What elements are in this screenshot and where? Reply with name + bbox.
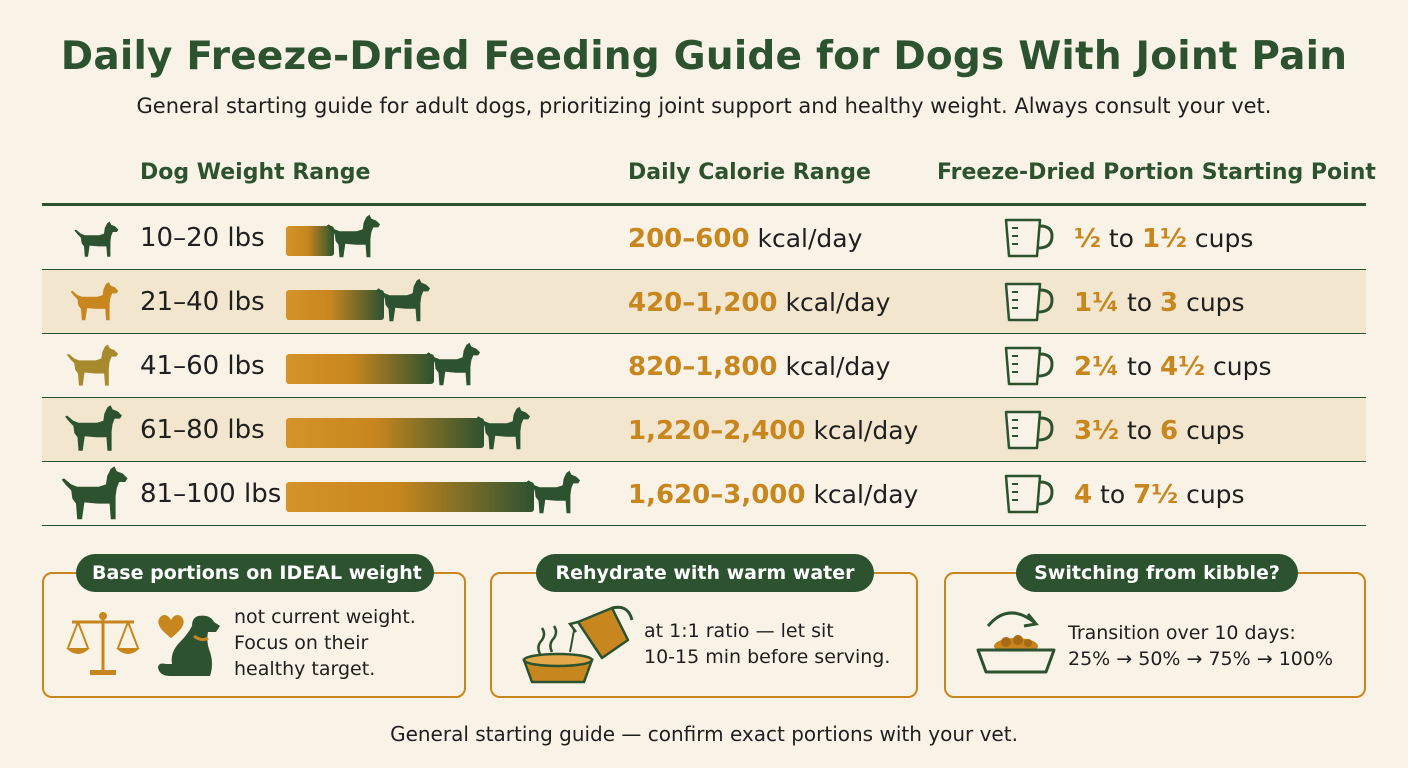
portion-high: 4½ (1160, 352, 1206, 382)
calorie-unit: kcal/day (757, 224, 863, 253)
portion-to: to (1100, 480, 1126, 509)
tip-text: Transition over 10 days: 25% → 50% → 75%… (1068, 620, 1333, 672)
tip-line: healthy target. (234, 658, 376, 680)
portion-high: 1½ (1141, 224, 1187, 254)
weight-bar (286, 418, 484, 448)
table-top-rule (42, 203, 1366, 206)
bar-dog-icon (424, 340, 482, 390)
column-header-weight: Dog Weight Range (140, 160, 371, 185)
calorie-range: 420–1,200 kcal/day (628, 288, 890, 318)
small-dog-icon (72, 220, 120, 260)
tip-line: at 1:1 ratio — let sit (644, 620, 834, 642)
portion-to: to (1108, 224, 1134, 253)
tip-label: Rehydrate with warm water (536, 554, 874, 592)
portion-range: ½ to 1½ cups (1074, 224, 1253, 254)
weight-range: 41–60 lbs (140, 351, 265, 381)
tip-switching: Switching from kibble? Transition over 1… (944, 554, 1366, 698)
scale-icon (66, 612, 140, 675)
bar-dog-icon (474, 404, 532, 454)
weight-range: 61–80 lbs (140, 415, 265, 445)
column-header-calories: Daily Calorie Range (628, 160, 871, 185)
column-header-portion: Freeze-Dried Portion Starting Point (937, 160, 1376, 185)
calorie-unit: kcal/day (813, 416, 919, 445)
measuring-cup-icon (1000, 280, 1056, 324)
bar-dog-icon (374, 276, 432, 326)
portion-low: 1¼ (1074, 288, 1120, 318)
calorie-range: 200–600 kcal/day (628, 224, 862, 254)
portion-high: 7½ (1133, 480, 1179, 510)
weight-range: 10–20 lbs (140, 223, 265, 253)
circular-arrow-food-bowl-icon (976, 611, 1056, 674)
tip-line: not current weight. (234, 606, 416, 628)
portion-range: 1¼ to 3 cups (1074, 288, 1245, 318)
portion-unit: cups (1213, 352, 1272, 381)
calorie-value: 200–600 (628, 224, 750, 254)
tip-label: Base portions on IDEAL weight (76, 554, 434, 592)
portion-low: 2¼ (1074, 352, 1120, 382)
weight-range: 21–40 lbs (140, 287, 265, 317)
calorie-unit: kcal/day (785, 352, 891, 381)
tip-line: Transition over 10 days: (1068, 622, 1296, 644)
table-row: 10–20 lbs 200–600 kcal/day ½ to 1½ cups (42, 206, 1366, 270)
tip-label: Switching from kibble? (1016, 554, 1298, 592)
tip-line: 25% → 50% → 75% → 100% (1068, 648, 1334, 670)
bar-dog-icon (324, 212, 382, 262)
portion-unit: cups (1186, 416, 1245, 445)
calorie-value: 1,220–2,400 (628, 416, 806, 446)
tip-rehydrate: Rehydrate with warm water at 1:1 ratio —… (490, 554, 918, 698)
tip-text: not current weight. Focus on their healt… (234, 604, 416, 682)
weight-bar (286, 226, 334, 256)
tip-line: 10-15 min before serving. (644, 646, 891, 668)
bar-dog-icon (524, 468, 582, 518)
table-row: 21–40 lbs 420–1,200 kcal/day 1¼ to 3 cup… (42, 270, 1366, 334)
table-row: 61–80 lbs 1,220–2,400 kcal/day 3½ to 6 c… (42, 398, 1366, 462)
tip-ideal-weight: Base portions on IDEAL weight not curren… (42, 554, 466, 698)
tip-text: at 1:1 ratio — let sit 10-15 min before … (644, 618, 890, 670)
portion-unit: cups (1186, 480, 1245, 509)
extra-large-dog-icon (56, 464, 132, 524)
measuring-cup-icon (1000, 216, 1056, 260)
portion-low: ½ (1074, 224, 1101, 254)
portion-unit: cups (1186, 288, 1245, 317)
calorie-value: 1,620–3,000 (628, 480, 806, 510)
sitting-dog-icon (158, 615, 220, 676)
portion-low: 3½ (1074, 416, 1120, 446)
weight-range: 81–100 lbs (140, 479, 282, 509)
weight-bar (286, 482, 534, 512)
portion-to: to (1126, 288, 1153, 317)
calorie-unit: kcal/day (813, 480, 919, 509)
small-dog-icon (68, 280, 120, 324)
calorie-range: 820–1,800 kcal/day (628, 352, 890, 382)
measuring-cup-icon (1000, 408, 1056, 452)
water-pitcher-bowl-icon (522, 605, 634, 684)
table-row: 41–60 lbs 820–1,800 kcal/day 2¼ to 4½ cu… (42, 334, 1366, 398)
calorie-unit: kcal/day (785, 288, 891, 317)
portion-high: 6 (1160, 416, 1179, 446)
portion-high: 3 (1160, 288, 1179, 318)
weight-bar (286, 290, 384, 320)
calorie-value: 420–1,200 (628, 288, 778, 318)
footer-note: General starting guide — confirm exact p… (390, 722, 1018, 746)
portion-range: 4 to 7½ cups (1074, 480, 1245, 510)
portion-to: to (1126, 416, 1153, 445)
page-subtitle: General starting guide for adult dogs, p… (136, 94, 1272, 118)
page-title: Daily Freeze-Dried Feeding Guide for Dog… (60, 34, 1348, 79)
portion-to: to (1126, 352, 1153, 381)
portion-range: 2¼ to 4½ cups (1074, 352, 1271, 382)
weight-bar (286, 354, 434, 384)
heart-icon (158, 614, 184, 638)
calorie-range: 1,620–3,000 kcal/day (628, 480, 918, 510)
measuring-cup-icon (1000, 344, 1056, 388)
portion-range: 3½ to 6 cups (1074, 416, 1245, 446)
portion-low: 4 (1074, 480, 1093, 510)
calorie-range: 1,220–2,400 kcal/day (628, 416, 918, 446)
calorie-value: 820–1,800 (628, 352, 778, 382)
medium-dog-icon (64, 342, 120, 390)
portion-unit: cups (1194, 224, 1254, 253)
measuring-cup-icon (1000, 472, 1056, 516)
tip-line: Focus on their (234, 632, 369, 654)
table-row: 81–100 lbs 1,620–3,000 kcal/day 4 to 7½ … (42, 462, 1366, 526)
large-dog-icon (62, 402, 124, 456)
